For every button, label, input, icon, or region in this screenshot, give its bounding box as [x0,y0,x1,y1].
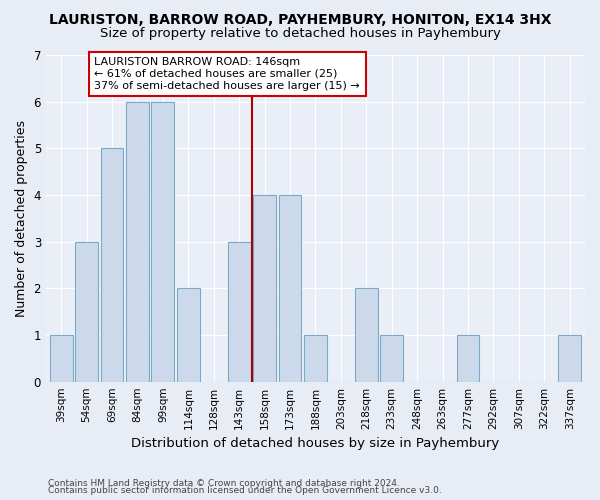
Bar [559,335,581,382]
Bar [278,195,301,382]
Y-axis label: Number of detached properties: Number of detached properties [15,120,28,317]
Bar [151,102,175,382]
Text: LAURISTON BARROW ROAD: 146sqm
← 61% of detached houses are smaller (25)
37% of s: LAURISTON BARROW ROAD: 146sqm ← 61% of d… [94,58,360,90]
Text: Contains HM Land Registry data © Crown copyright and database right 2024.: Contains HM Land Registry data © Crown c… [48,478,400,488]
Bar [380,335,403,382]
Bar [355,288,378,382]
X-axis label: Distribution of detached houses by size in Payhembury: Distribution of detached houses by size … [131,437,500,450]
Bar [457,335,479,382]
Bar [101,148,124,382]
Bar [50,335,73,382]
Bar [228,242,251,382]
Bar [177,288,200,382]
Bar [253,195,276,382]
Bar [126,102,149,382]
Bar [75,242,98,382]
Bar [304,335,327,382]
Text: LAURISTON, BARROW ROAD, PAYHEMBURY, HONITON, EX14 3HX: LAURISTON, BARROW ROAD, PAYHEMBURY, HONI… [49,12,551,26]
Text: Size of property relative to detached houses in Payhembury: Size of property relative to detached ho… [100,28,500,40]
Text: Contains public sector information licensed under the Open Government Licence v3: Contains public sector information licen… [48,486,442,495]
